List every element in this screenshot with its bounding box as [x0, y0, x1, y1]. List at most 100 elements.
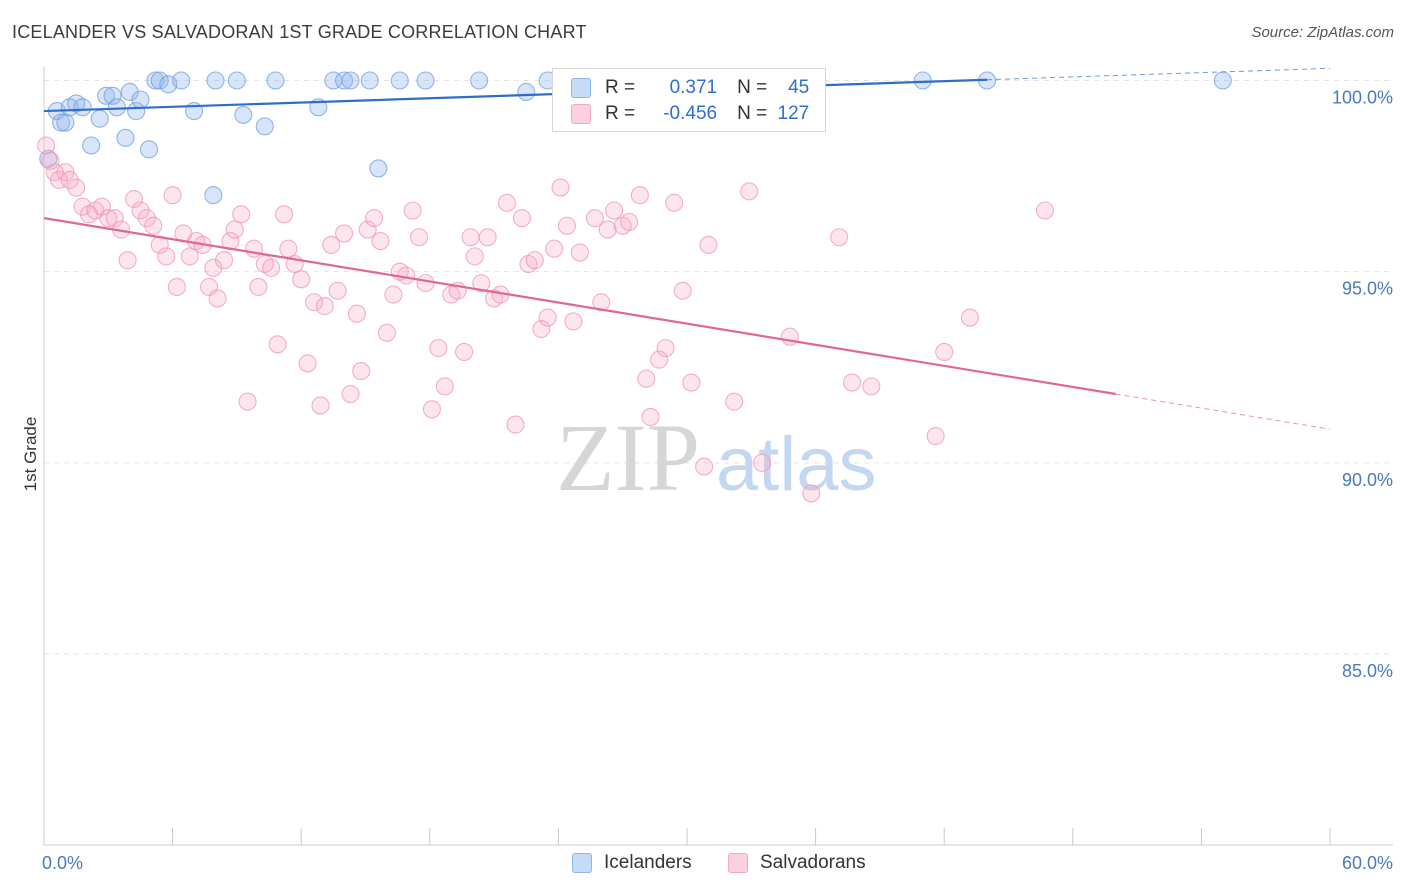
legend-row-salvadorans: R = -0.456 N = 127 — [571, 101, 809, 127]
salvadoran-point — [131, 201, 150, 220]
salvadoran-point — [665, 193, 684, 212]
salvadoran-point — [397, 266, 416, 285]
salvadoran-point — [118, 251, 137, 270]
salvadoran-point — [262, 258, 281, 277]
icelander-point — [150, 71, 169, 90]
salvadoran-point — [268, 335, 287, 354]
salvadoran-point — [92, 197, 111, 216]
salvadoran-point — [208, 289, 227, 308]
salvadoran-trend-line — [43, 217, 1116, 396]
stats-legend: R = 0.371 N = 45 R = -0.456 N = 127 — [552, 68, 826, 132]
salvadoran-point — [292, 270, 311, 289]
salvadoran-point — [311, 396, 330, 415]
salvadoran-point — [335, 224, 354, 243]
legend-swatch-icelanders — [571, 78, 591, 98]
y-tick-label: 85.0% — [1342, 661, 1393, 681]
salvadoran-point — [275, 205, 294, 224]
salvadoran-point — [365, 209, 384, 228]
legend-swatch-salvadorans — [728, 853, 748, 873]
salvadoran-point — [435, 377, 454, 396]
y-tick-label: 100.0% — [1332, 88, 1393, 108]
salvadoran-point — [695, 457, 714, 476]
salvadoran-point — [371, 232, 390, 251]
icelander-point — [97, 86, 116, 105]
salvadoran-point — [347, 304, 366, 323]
salvadoran-point — [322, 235, 341, 254]
icelander-point — [255, 117, 274, 136]
y-tick-label: 90.0% — [1342, 470, 1393, 490]
icelander-point — [82, 136, 101, 155]
salvadoran-point — [328, 281, 347, 300]
legend-n-value: 45 — [788, 77, 810, 98]
salvadoran-point — [455, 342, 474, 362]
salvadoran-point — [673, 281, 692, 300]
salvadoran-point — [249, 277, 268, 297]
salvadoran-points — [37, 109, 1054, 503]
salvadoran-point — [410, 228, 429, 247]
watermark-atlas: atlas — [716, 422, 877, 507]
y-tick-label: 95.0% — [1342, 279, 1393, 299]
legend-item-salvadorans: Salvadorans — [728, 852, 866, 874]
salvadoran-point — [926, 427, 945, 446]
icelander-point — [416, 71, 435, 90]
salvadoran-point — [650, 350, 669, 369]
watermark-zip: ZIP — [556, 404, 700, 511]
salvadoran-point — [358, 220, 377, 239]
salvadoran-point — [341, 384, 360, 404]
legend-label-icelanders: Icelanders — [604, 852, 692, 873]
salvadoran-point — [429, 339, 448, 358]
trend-lines — [43, 67, 1331, 430]
icelander-trend-extension — [987, 67, 1331, 81]
salvadoran-point — [752, 453, 772, 472]
salvadoran-point — [682, 373, 701, 392]
salvadoran-point — [830, 228, 849, 247]
icelander-point — [913, 71, 932, 90]
icelander-point — [103, 86, 122, 105]
legend-n-label: N = — [737, 77, 768, 98]
salvadoran-point — [506, 415, 525, 434]
icelander-point — [227, 71, 246, 90]
salvadoran-point — [656, 339, 675, 358]
salvadoran-point — [802, 484, 821, 503]
salvadoran-point — [935, 342, 954, 362]
icelander-point — [90, 109, 109, 128]
icelander-point — [369, 159, 388, 178]
salvadoran-point — [585, 209, 604, 228]
icelander-point — [116, 128, 135, 147]
salvadoran-point — [620, 212, 639, 232]
salvadoran-point — [37, 136, 56, 155]
salvadoran-point — [298, 354, 317, 373]
salvadoran-point — [214, 251, 234, 270]
y-tick-labels: 100.0% 95.0% 90.0% 85.0% — [1332, 88, 1393, 682]
salvadoran-point — [598, 220, 617, 239]
salvadoran-point — [105, 209, 124, 228]
salvadoran-point — [472, 274, 491, 293]
salvadoran-point — [570, 243, 589, 262]
icelander-point — [234, 105, 253, 124]
legend-label-salvadorans: Salvadorans — [760, 852, 866, 873]
icelander-point — [206, 71, 225, 90]
chart-title: ICELANDER VS SALVADORAN 1ST GRADE CORREL… — [12, 22, 587, 42]
series-legend: Icelanders Salvadorans — [0, 852, 1406, 878]
salvadoran-point — [637, 369, 656, 388]
salvadoran-point — [478, 228, 497, 247]
icelander-point — [52, 113, 71, 132]
salvadoran-point — [305, 293, 324, 312]
salvadoran-point — [641, 407, 660, 427]
salvadoran-point — [167, 277, 186, 297]
legend-r-label: R = — [605, 103, 636, 124]
legend-row-icelanders: R = 0.371 N = 45 — [571, 75, 809, 101]
salvadoran-point — [99, 209, 118, 228]
icelander-point — [335, 71, 354, 90]
salvadoran-point — [740, 182, 759, 201]
salvadoran-point — [725, 392, 744, 411]
salvadoran-point — [384, 285, 403, 304]
salvadoran-point — [416, 274, 435, 293]
salvadoran-point — [60, 170, 79, 189]
icelander-point — [172, 71, 191, 90]
icelander-point — [517, 82, 536, 102]
salvadoran-point — [144, 216, 163, 235]
salvadoran-point — [630, 186, 649, 205]
source-label: Source: ZipAtlas.com — [1251, 24, 1394, 41]
